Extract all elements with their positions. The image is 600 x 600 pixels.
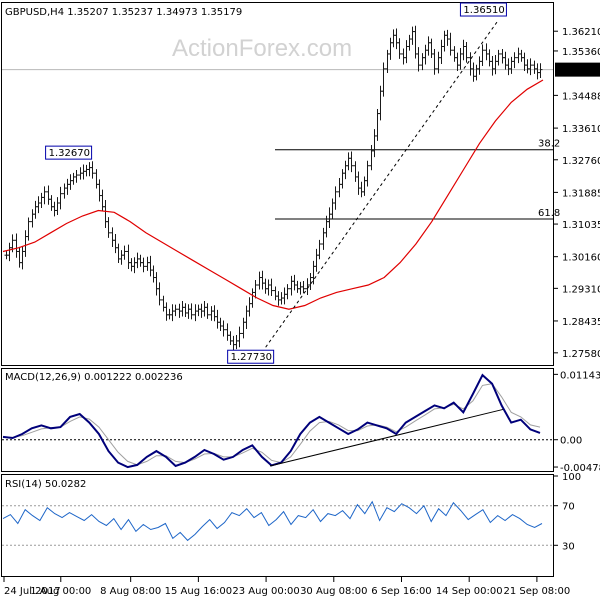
x-tick-label: 14 Sep 00:00 [436,586,503,597]
price-trendline [265,19,499,348]
current-price-label: 1.35179 [560,66,600,77]
macd-title: MACD(12,26,9) 0.001222 0.002236 [5,372,183,383]
axis-layer: 1.36210 1.35360 1.34488 1.33610 1.32760 1.318… [3,27,600,597]
price-ytick-label: 1.31885 [562,188,600,199]
price-ytick-label: 1.32760 [562,156,600,167]
rsi-layer [2,500,553,546]
annotation-box [459,2,507,17]
x-tick-label: 1 Aug 00:00 [30,586,91,597]
rsi-line [2,500,543,542]
macd-ytick-label: -0.004782 [560,463,600,474]
rsi-title: RSI(14) 50.0282 [5,479,86,490]
price-panel [1,2,554,366]
macd-trendline [269,408,504,467]
price-ytick-label: 1.28435 [562,317,600,328]
ma-line [2,79,544,310]
x-tick-label: 8 Aug 08:00 [100,586,161,597]
rsi-ytick-label: 70 [562,502,575,513]
x-tick-label: 24 Jul 2017 [4,586,61,597]
rsi-ytick-label: 100 [562,472,581,483]
macd-ytick-label: 0.011437 [560,370,600,381]
watermark: ActionForex.com [172,35,352,62]
macd-panel [1,368,554,472]
price-ytick-label: 1.30160 [562,253,600,264]
fib-label: 61.8 [538,208,560,219]
price-ytick-label: 1.27580 [562,349,600,360]
macd-layer [2,373,553,469]
price-ytick-label: 1.35360 [562,47,600,58]
x-tick-label: 21 Sep 08:00 [504,586,571,597]
price-ytick-label: 1.31035 [562,220,600,231]
x-tick-label: 15 Aug 16:00 [165,586,232,597]
price-ytick-label: 1.33610 [562,124,600,135]
rsi-ytick-label: 30 [562,541,575,552]
fib-label: 38.2 [538,139,560,150]
price-layer: 38.2 61.8 1.32670 1.27730 1.36510 [2,2,560,364]
x-tick-label: 30 Aug 08:00 [300,586,367,597]
annotation-box [227,349,275,364]
macd-ytick-label: 0.00 [560,436,582,447]
annotation-box [45,145,93,160]
price-ytick-label: 1.36210 [562,27,600,38]
price-ytick-label: 1.29310 [562,284,600,295]
annotation-label: 1.32670 [49,148,90,159]
rsi-panel [1,474,554,577]
annotation-label: 1.27730 [231,352,272,363]
annotation-label: 1.36510 [463,5,504,16]
price-title: GBPUSD,H4 1.35207 1.35237 1.34973 1.3517… [5,7,242,18]
x-tick-label: 6 Sep 16:00 [371,586,431,597]
current-price-tag [555,62,600,77]
price-ytick-label: 1.34488 [562,91,600,102]
x-tick-label: 23 Aug 00:00 [232,586,299,597]
